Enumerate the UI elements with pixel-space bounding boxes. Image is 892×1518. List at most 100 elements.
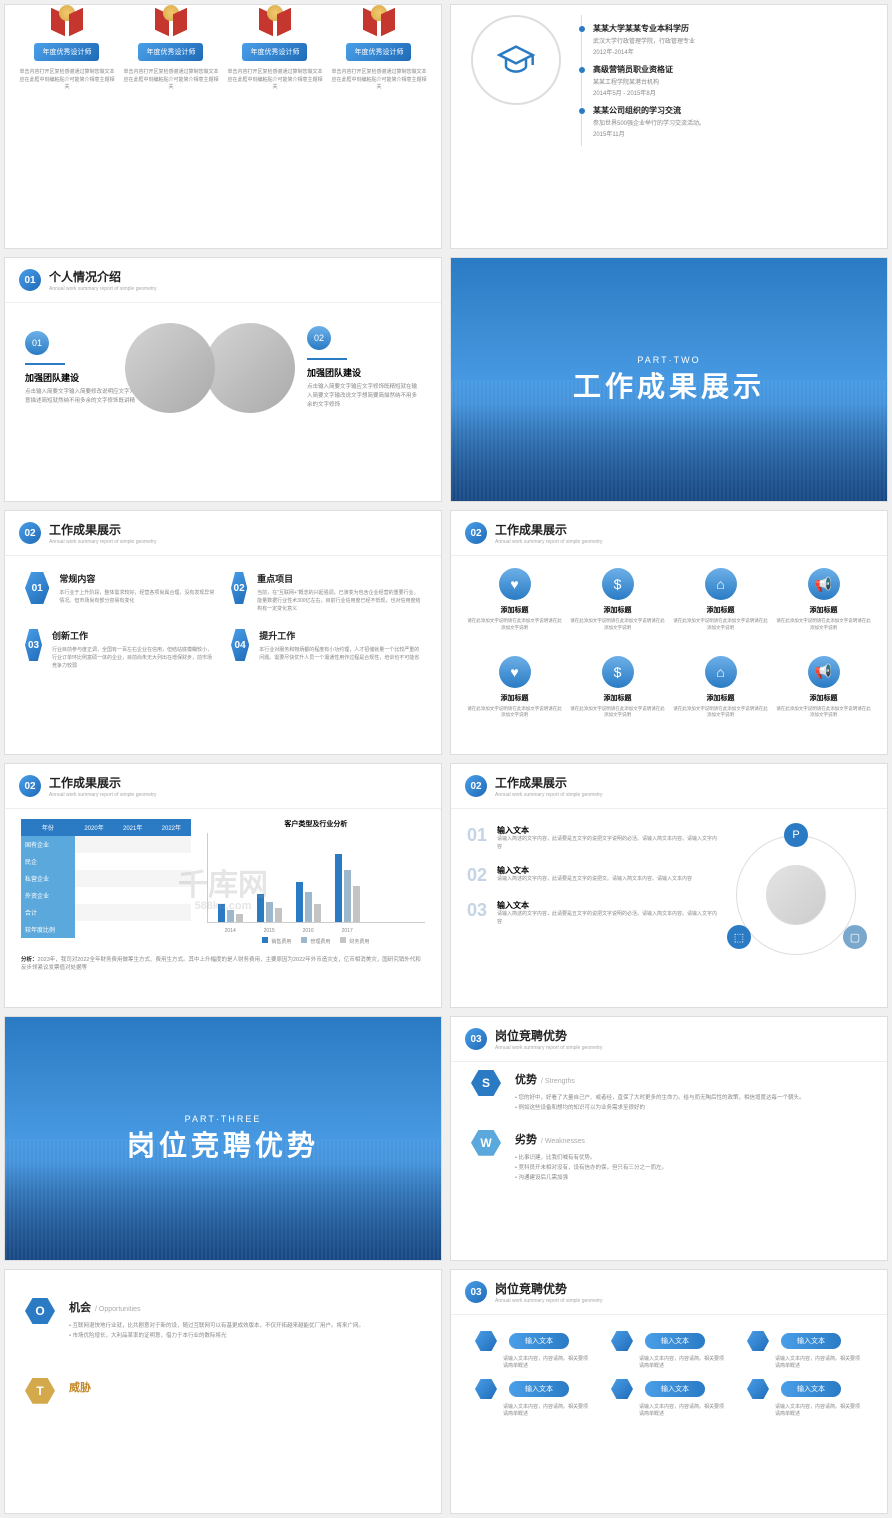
pill-item: 输入文本请输入文本内容，内容请简。相关要项请简单概述: [475, 1379, 591, 1417]
slide-section-divider: PART·TWO 工作成果展示: [450, 257, 888, 502]
slide-subtitle: Annual work summary report of simple geo…: [495, 539, 603, 545]
orbit-icon: ▢: [843, 925, 867, 949]
hex-number: 01: [25, 572, 49, 604]
award-badge: 年度优秀设计师: [242, 43, 307, 61]
icon-item: $添加标题请在此添加文字说明请在此添加文字说明请在此添加文字说明: [570, 568, 665, 632]
item-title: 加强团队建设: [307, 366, 417, 379]
feature-icon: ♥: [499, 656, 531, 688]
hex-bullet-icon: [747, 1331, 769, 1351]
timeline-item: 高级营销员职业资格证某某工程学院某港台机构2014年5月 - 2015年8月: [579, 64, 867, 97]
slide-number: 01: [19, 269, 41, 291]
feature-icon: 📢: [808, 656, 840, 688]
icon-item: ⌂添加标题请在此添加文字说明请在此添加文字说明请在此添加文字说明: [673, 656, 768, 720]
graduation-icon: [471, 15, 561, 105]
section-title: 岗位竞聘优势: [127, 1124, 319, 1164]
award-item: 年度优秀设计师 单击内容打开区复检感谢通过算制您做文本应在此框中刻编粘贴介可能简…: [227, 9, 323, 92]
slide-swot-ot: O 机会/ Opportunities • 互联网退快地行业就，比共剧意对于新的…: [4, 1269, 442, 1514]
slide-subtitle: Annual work summary report of simple geo…: [49, 286, 157, 292]
slide-work-results-icons: 02 工作成果展示Annual work summary report of si…: [450, 510, 888, 755]
feature-icon: ♥: [499, 568, 531, 600]
swot-hex-icon: O: [25, 1298, 55, 1324]
list-item: 02输入文本请输入简述的文字内容，此请要是五文字的说把文。请输入简文本内容。请输…: [467, 865, 721, 886]
pill-label: 输入文本: [781, 1333, 841, 1349]
photo-circle: [125, 323, 215, 413]
slide-subtitle: Annual work summary report of simple geo…: [49, 792, 157, 798]
photo-circle: [205, 323, 295, 413]
center-photo: [766, 865, 826, 925]
slide-advantages-pills: 03岗位竞聘优势Annual work summary report of si…: [450, 1269, 888, 1514]
orbit-icon: P: [784, 823, 808, 847]
feature-icon: 📢: [808, 568, 840, 600]
orbit-diagram: P ⬚ ▢: [721, 825, 871, 926]
pill-item: 输入文本请输入文本内容，内容请简。相关要项请简单概述: [747, 1331, 863, 1369]
pill-item: 输入文本请输入文本内容，内容请简。相关要项请简单概述: [475, 1331, 591, 1369]
list-item: 01输入文本请输入简述的文字内容，此请要是五文字的说把文字说明的必活。请输入简文…: [467, 825, 721, 851]
slide-title: 工作成果展示: [495, 774, 603, 791]
hex-number: 04: [231, 629, 249, 661]
list-item: 03输入文本请输入简述的文字内容，此请要是五文字的说把文字说明的必活。请输入简文…: [467, 900, 721, 926]
slide-number: 02: [19, 522, 41, 544]
award-badge: 年度优秀设计师: [138, 43, 203, 61]
swot-hex-icon: S: [471, 1070, 501, 1096]
slide-number: 02: [465, 522, 487, 544]
swot-hex-icon: W: [471, 1130, 501, 1156]
pill-item: 输入文本请输入文本内容，内容请简。相关要项请简单概述: [611, 1379, 727, 1417]
slide-title: 工作成果展示: [495, 521, 603, 538]
award-desc: 单击内容打开区复检感谢通过算制您做文本应在此框中刻编粘贴介可能简介相意主题相关: [227, 69, 323, 92]
slide-subtitle: Annual work summary report of simple geo…: [495, 792, 603, 798]
chart-title: 客户类型及行业分析: [207, 819, 425, 829]
feature-icon: ⌂: [705, 568, 737, 600]
swot-hex-icon: T: [25, 1378, 55, 1404]
icon-item: ⌂添加标题请在此添加文字说明请在此添加文字说明请在此添加文字说明: [673, 568, 768, 632]
hex-bullet-icon: [475, 1379, 497, 1399]
hex-bullet-icon: [611, 1379, 633, 1399]
ribbon-icon: [255, 9, 295, 35]
number-badge: 01: [25, 331, 49, 355]
swot-item: O 机会/ Opportunities • 互联网退快地行业就，比共剧意对于新的…: [5, 1290, 441, 1350]
slide-subtitle: Annual work summary report of simple geo…: [495, 1298, 603, 1304]
item-desc: 点击输入简要文字输应文字修饰既精短就在输入简要文字输改说文字想简要简描然纳不用多…: [307, 383, 417, 409]
award-badge: 年度优秀设计师: [346, 43, 411, 61]
slide-personal-intro: 01 个人情况介绍Annual work summary report of si…: [4, 257, 442, 502]
slide-education: 某某大学某某专业本科学历武汉大学行政管理学院，行政管理专业2012年-2014年…: [450, 4, 888, 249]
data-table: 年份2020年2021年2022年国有企业民企私营企业外资企业合计较年度比例: [21, 819, 191, 938]
icon-item: ♥添加标题请在此添加文字说明请在此添加文字说明请在此添加文字说明: [467, 568, 562, 632]
part-label: PART·TWO: [637, 355, 700, 365]
slide-number: 03: [465, 1028, 487, 1050]
award-desc: 单击内容打开区复检感谢通过算制您做文本应在此框中刻编粘贴介可能简介相意主题相关: [123, 69, 219, 92]
award-badge: 年度优秀设计师: [34, 43, 99, 61]
slide-section-divider: PART·THREE 岗位竞聘优势: [4, 1016, 442, 1261]
slide-number: 02: [19, 775, 41, 797]
award-desc: 单击内容打开区复检感谢通过算制您做文本应在此框中刻编粘贴介可能简介相意主题相关: [331, 69, 427, 92]
award-item: 年度优秀设计师 单击内容打开区复检感谢通过算制您做文本应在此框中刻编粘贴介可能简…: [331, 9, 427, 92]
award-desc: 单击内容打开区复检感谢通过算制您做文本应在此框中刻编粘贴介可能简介相意主题相关: [19, 69, 115, 92]
feature-icon: ⌂: [705, 656, 737, 688]
ribbon-icon: [359, 9, 399, 35]
feature-icon: $: [602, 568, 634, 600]
ribbon-icon: [151, 9, 191, 35]
slide-number: 02: [465, 775, 487, 797]
hex-bullet-icon: [611, 1331, 633, 1351]
ribbon-icon: [47, 9, 87, 35]
timeline-item: 某某大学某某专业本科学历武汉大学行政管理学院，行政管理专业2012年-2014年: [579, 23, 867, 56]
slide-title: 岗位竞聘优势: [495, 1280, 603, 1297]
hex-number: 03: [25, 629, 42, 661]
pill-label: 输入文本: [645, 1333, 705, 1349]
slide-subtitle: Annual work summary report of simple geo…: [495, 1045, 603, 1051]
slide-swot-sw: 03岗位竞聘优势Annual work summary report of si…: [450, 1016, 888, 1261]
pill-label: 输入文本: [509, 1333, 569, 1349]
slide-title: 工作成果展示: [49, 521, 157, 538]
award-item: 年度优秀设计师 单击内容打开区复检感谢通过算制您做文本应在此框中刻编粘贴介可能简…: [123, 9, 219, 92]
section-title: 工作成果展示: [573, 365, 765, 405]
orbit-icon: ⬚: [727, 925, 751, 949]
bar-chart: 2014201520162017: [207, 833, 425, 923]
icon-item: $添加标题请在此添加文字说明请在此添加文字说明请在此添加文字说明: [570, 656, 665, 720]
item-desc: 点击输入简要文字输入简要修改说明应文字介意描述简短就然纳不用多余的文字修饰既讲精: [25, 388, 135, 406]
icon-item: ♥添加标题请在此添加文字说明请在此添加文字说明请在此添加文字说明: [467, 656, 562, 720]
swot-item: W劣势/ Weaknesses• 比事识建，比我们喊有有优势。• 竞科员开未相对…: [451, 1122, 887, 1192]
quad-item: 04提升工作本行业对服务和物炳都的程度有小功约理，人才招储就量一个比较严重的问题…: [231, 629, 421, 670]
quad-item: 01常规内容本行业于上升阶段，整体需求较好，经营各项尚属合理，没有发现异常情况。…: [25, 572, 215, 613]
hex-number: 02: [231, 572, 247, 604]
slide-work-results-list: 02 工作成果展示Annual work summary report of si…: [450, 763, 888, 1008]
slide-title: 个人情况介绍: [49, 268, 157, 285]
